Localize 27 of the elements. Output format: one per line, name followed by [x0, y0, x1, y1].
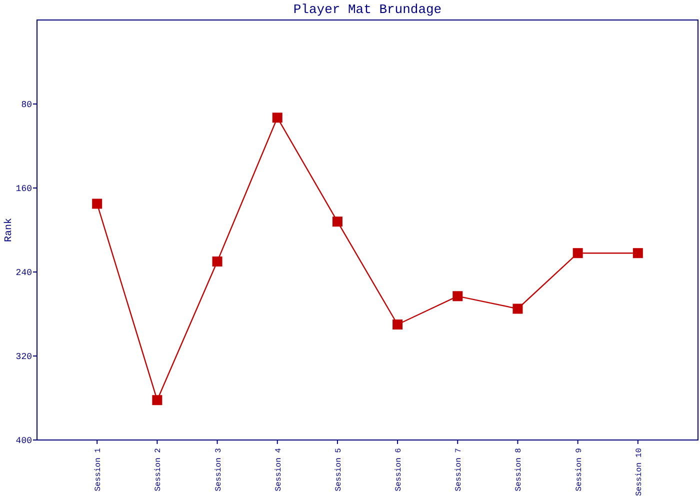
point: [512, 304, 523, 314]
x-tick-label: Session 10: [634, 448, 644, 496]
point: [272, 112, 282, 123]
point: [452, 291, 463, 302]
y-tick-label: 240: [16, 268, 32, 278]
x-tick-label: Session 4: [274, 448, 284, 492]
point: [632, 248, 643, 258]
x-tick-label: Session 7: [454, 448, 464, 492]
point: [152, 395, 162, 406]
x-tick-label: Session 9: [574, 448, 584, 492]
y-tick-label: 160: [16, 184, 32, 194]
x-tick-label: Session 3: [214, 448, 224, 492]
x-tick-label: Session 8: [514, 448, 524, 492]
point: [572, 248, 583, 258]
point: [92, 198, 102, 209]
y-tick-label: 400: [16, 436, 32, 446]
y-tick-label: 80: [21, 100, 32, 110]
point: [212, 256, 222, 266]
x-tick-label: Session 5: [334, 448, 344, 492]
chart-title: Player Mat Brundage: [293, 2, 442, 17]
x-tick-label: Session 1: [94, 448, 104, 492]
y-axis-title: Rank: [3, 218, 15, 242]
x-tick-label: Session 2: [154, 448, 164, 492]
x-tick-label: Session 6: [394, 448, 404, 492]
point: [332, 216, 342, 227]
y-tick-label: 320: [16, 352, 32, 362]
point: [392, 320, 403, 330]
